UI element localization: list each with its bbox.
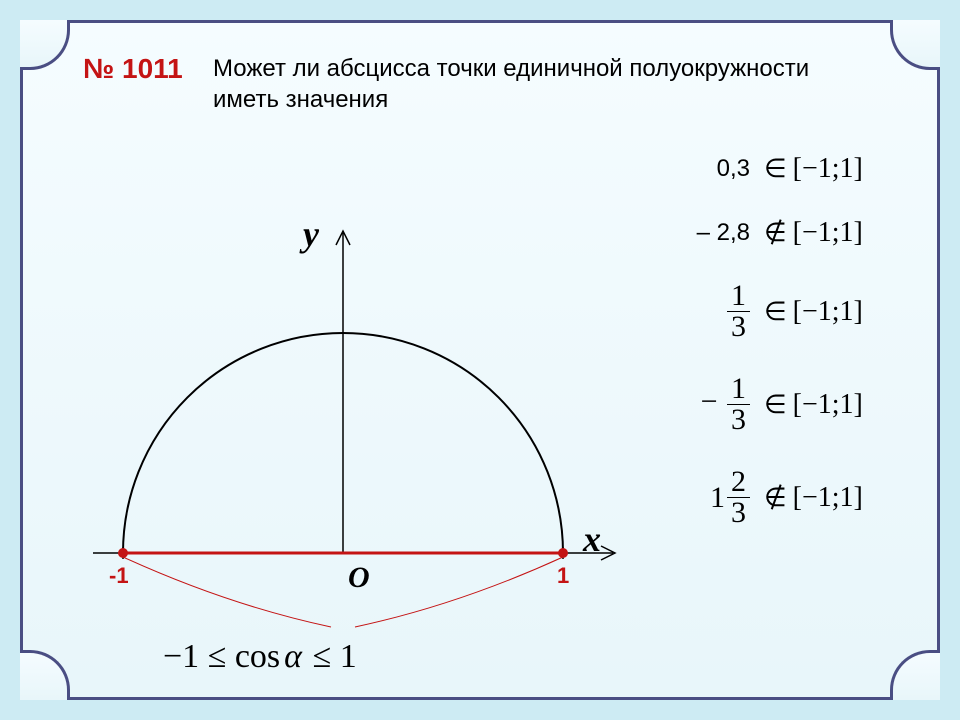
value-checks-list: 0,3 ∈ [−1;1] – 2,8 ∉ [−1;1] 1 3 ∈ [−1;1]… bbox=[663, 153, 933, 560]
fraction: 2 3 bbox=[727, 467, 750, 528]
check-lhs: 1 2 3 bbox=[663, 467, 758, 528]
check-lhs: 0,3 bbox=[663, 155, 758, 183]
problem-number: № 1011 bbox=[83, 53, 183, 84]
check-relation: ∉ bbox=[758, 483, 793, 513]
minus-sign: − bbox=[701, 385, 720, 418]
ineq-part: −1 ≤ cos bbox=[163, 638, 280, 675]
mixed-number: 1 2 3 bbox=[710, 467, 750, 528]
corner-decoration bbox=[20, 20, 70, 70]
ineq-alpha: α bbox=[280, 638, 304, 675]
slide-card: № 1011 Может ли абсцисса точки единичной… bbox=[20, 20, 940, 700]
corner-decoration bbox=[890, 20, 940, 70]
fraction: 1 3 bbox=[727, 281, 750, 342]
corner-decoration bbox=[890, 650, 940, 700]
check-interval: [−1;1] bbox=[793, 217, 863, 249]
tick-label-left: -1 bbox=[109, 563, 129, 589]
fraction-den: 3 bbox=[727, 498, 750, 528]
check-row: − 1 3 ∈ [−1;1] bbox=[663, 374, 933, 435]
fraction-num: 1 bbox=[727, 374, 750, 405]
fraction-den: 3 bbox=[727, 312, 750, 342]
check-relation: ∉ bbox=[758, 218, 793, 248]
check-lhs: − 1 3 bbox=[663, 374, 758, 435]
corner-decoration bbox=[20, 650, 70, 700]
fraction: 1 3 bbox=[727, 374, 750, 435]
check-row: 1 3 ∈ [−1;1] bbox=[663, 281, 933, 342]
check-lhs: 1 3 bbox=[663, 281, 758, 342]
problem-question: Может ли абсцисса точки единичной полуок… bbox=[213, 53, 833, 115]
check-interval: [−1;1] bbox=[793, 153, 863, 185]
tick-label-right: 1 bbox=[557, 563, 569, 589]
check-relation: ∈ bbox=[758, 297, 793, 327]
check-relation: ∈ bbox=[758, 390, 793, 420]
callout-arc-right bbox=[355, 557, 563, 627]
cos-inequality: −1 ≤ cosα ≤ 1 bbox=[163, 638, 357, 676]
y-axis-label: y bbox=[303, 213, 319, 255]
check-lhs: – 2,8 bbox=[663, 219, 758, 247]
mixed-whole: 1 bbox=[710, 481, 727, 515]
check-interval: [−1;1] bbox=[793, 389, 863, 421]
check-interval: [−1;1] bbox=[793, 296, 863, 328]
point-right bbox=[558, 548, 568, 558]
x-axis-label: x bbox=[583, 518, 601, 560]
check-row: – 2,8 ∉ [−1;1] bbox=[663, 217, 933, 249]
check-row: 1 2 3 ∉ [−1;1] bbox=[663, 467, 933, 528]
fraction-num: 2 bbox=[727, 467, 750, 498]
ineq-part: ≤ 1 bbox=[304, 638, 357, 675]
callout-arc-left bbox=[123, 557, 331, 627]
unit-semicircle-diagram: y x O -1 1 bbox=[73, 173, 623, 673]
fraction-num: 1 bbox=[727, 281, 750, 312]
origin-label: O bbox=[348, 561, 370, 595]
fraction-den: 3 bbox=[727, 405, 750, 435]
check-interval: [−1;1] bbox=[793, 482, 863, 514]
point-left bbox=[118, 548, 128, 558]
check-relation: ∈ bbox=[758, 154, 793, 184]
check-row: 0,3 ∈ [−1;1] bbox=[663, 153, 933, 185]
